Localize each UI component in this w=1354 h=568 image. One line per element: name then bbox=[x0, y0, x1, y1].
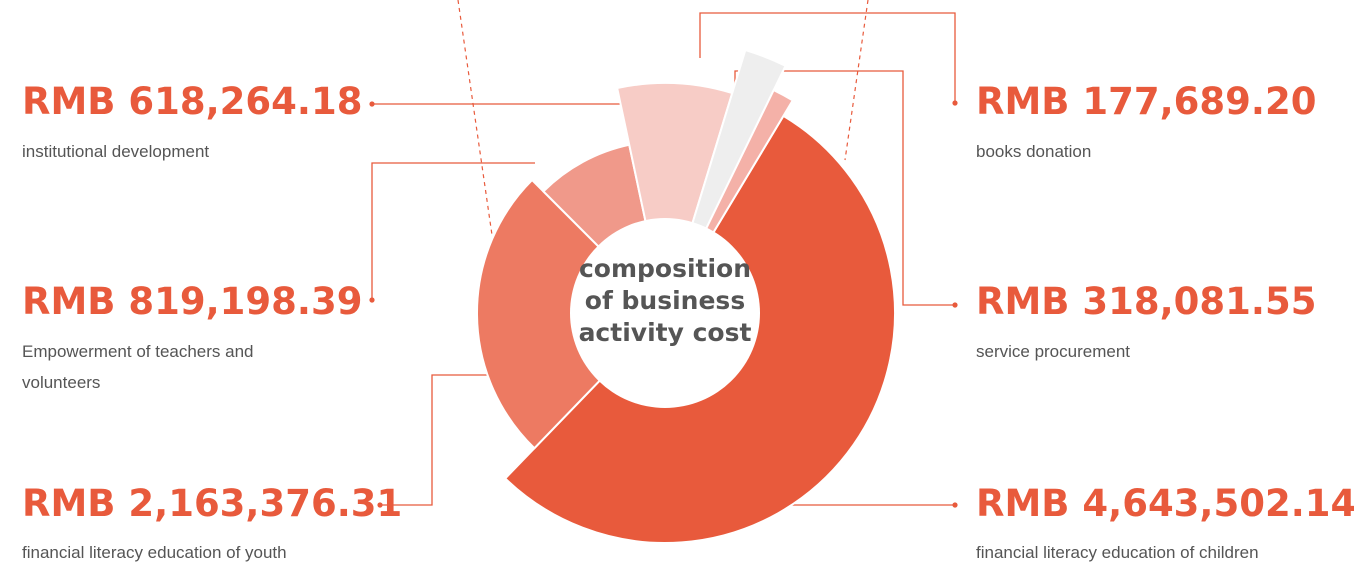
dashed-guide-2 bbox=[844, 0, 869, 161]
leader-dot-youth bbox=[377, 502, 383, 508]
slice-label-service-procurement: service procurement bbox=[976, 342, 1131, 361]
leader-line-books-donation bbox=[699, 12, 956, 103]
leader-lines bbox=[369, 0, 958, 508]
slice-label-institutional-development: institutional development bbox=[22, 142, 210, 161]
leader-line-youth bbox=[380, 374, 530, 506]
slice-label-books-donation: books donation bbox=[976, 142, 1092, 161]
leader-line-empowerment bbox=[371, 162, 535, 300]
slice-institutional-development bbox=[615, 82, 734, 317]
slice-amount-books-donation: RMB 177,689.20 bbox=[976, 80, 1317, 123]
center-hole bbox=[570, 218, 760, 408]
slice-label-youth: financial literacy education of youth bbox=[22, 543, 287, 562]
dashed-guide-1 bbox=[457, 0, 493, 236]
leader-dot-books-donation bbox=[952, 100, 958, 106]
leader-dot-institutional-development bbox=[369, 101, 375, 107]
slice-amount-children: RMB 4,643,502.14 bbox=[976, 482, 1354, 525]
leader-dot-empowerment bbox=[369, 297, 375, 303]
slice-amount-institutional-development: RMB 618,264.18 bbox=[22, 80, 363, 123]
leader-dot-children bbox=[952, 502, 958, 508]
slice-amount-youth: RMB 2,163,376.31 bbox=[22, 482, 403, 525]
slice-label-children: financial literacy education of children bbox=[976, 543, 1259, 562]
chart-center-title: composition of business activity cost bbox=[578, 254, 752, 347]
slice-amount-service-procurement: RMB 318,081.55 bbox=[976, 280, 1317, 323]
leader-dot-service-procurement bbox=[952, 302, 958, 308]
slice-label-empowerment: Empowerment of teachers and volunteers bbox=[22, 342, 254, 392]
slice-amount-empowerment: RMB 819,198.39 bbox=[22, 280, 363, 323]
